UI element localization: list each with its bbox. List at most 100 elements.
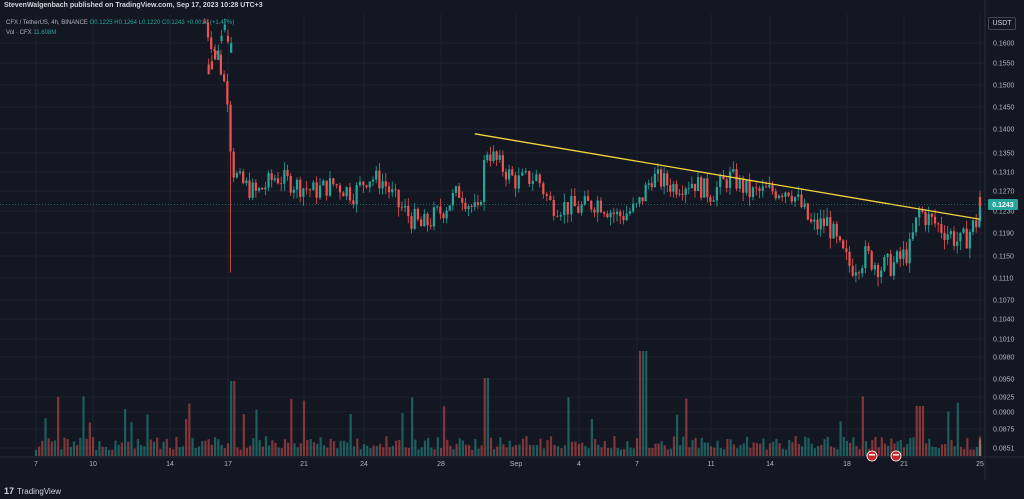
price-axis[interactable]: 0.1600 0.1550 0.1500 0.1450 0.1400 0.1350 0.13… [984, 0, 1015, 480]
volume-bar [937, 448, 940, 456]
currency-button[interactable]: USDT [988, 17, 1016, 30]
volume-bar [694, 437, 697, 456]
candle-body [355, 185, 358, 205]
volume-bar [729, 439, 732, 456]
volume-bar [255, 409, 258, 456]
time-axis[interactable]: 7 10 14 17 21 24 28 Sep 4 7 11 14 18 21 25 [0, 456, 1024, 468]
volume-bar [807, 437, 810, 456]
volume-bar [474, 438, 477, 456]
trendline-group[interactable] [474, 133, 981, 220]
volume-bar [98, 441, 101, 456]
volume-bar [632, 448, 635, 456]
candle-body [220, 35, 223, 42]
candle-body [362, 181, 365, 186]
candle-body [232, 151, 235, 178]
candle-body [226, 35, 230, 42]
candle-body [883, 257, 886, 271]
volume-bar [258, 440, 261, 456]
volume-bar [511, 446, 514, 456]
volume-bar [319, 437, 322, 456]
volume-bar [372, 445, 375, 456]
candle-body [829, 217, 832, 239]
volume-bar [755, 443, 758, 456]
price-candles[interactable] [203, 18, 982, 287]
volume-bar [902, 447, 906, 456]
volume-bar [849, 442, 852, 456]
volume-bar [685, 398, 688, 456]
volume-bar [890, 438, 893, 456]
candle-body [368, 181, 371, 188]
volume-bar [95, 449, 98, 456]
candle-body [703, 178, 706, 198]
volume-bar [120, 442, 123, 456]
volume-bar [268, 445, 271, 456]
candle-body [213, 48, 216, 52]
volume-bar [833, 447, 836, 456]
candle-body [348, 187, 352, 201]
volume-bar [784, 449, 788, 456]
volume-bar [521, 438, 525, 456]
volume-bar [703, 442, 706, 456]
volume-bar [283, 439, 287, 456]
volume-bar [271, 440, 274, 456]
candle-body [635, 203, 638, 205]
volume-bar [928, 438, 931, 456]
volume-bar [651, 447, 654, 456]
volume-bar [745, 436, 749, 456]
candle-body [684, 188, 687, 195]
candle-body [675, 184, 678, 195]
volume-bar [762, 438, 765, 456]
volume-bar [188, 403, 191, 456]
volume-bar [398, 439, 401, 456]
candle-body [264, 187, 267, 190]
volume-bar [382, 447, 385, 456]
volume-bar [861, 396, 864, 456]
volume-bar [207, 439, 210, 456]
candle-body [911, 232, 914, 240]
volume-bar [768, 443, 772, 456]
candle-body [870, 251, 873, 270]
volume-bar [525, 436, 528, 456]
candle-body [599, 200, 603, 213]
us-flag-stripe [869, 454, 875, 456]
candle-body [764, 186, 768, 188]
volume-bar [302, 400, 306, 456]
volume-bar [210, 444, 213, 456]
volume-bar [915, 406, 918, 456]
volume-bar [518, 444, 521, 456]
symbol-legend: CFX / TetherUS, 4h, BINANCE O0.1225 H0.1… [6, 20, 234, 26]
volume-bar [443, 406, 446, 456]
candle-body [210, 37, 213, 49]
candle-body [806, 203, 809, 220]
candle-body [230, 43, 233, 53]
candle-body [325, 180, 328, 196]
candle-body [566, 202, 569, 215]
x-tick-label: 25 [976, 461, 984, 468]
volume-bar [953, 446, 956, 456]
volume-bar [57, 396, 60, 456]
volume-bar [669, 448, 673, 456]
volume-bar [635, 438, 639, 456]
candle-body [338, 185, 342, 193]
tradingview-logo[interactable]: 17 TradingView [4, 486, 61, 496]
candle-body [403, 205, 407, 208]
volume-bar [613, 436, 616, 456]
candle-body [949, 231, 952, 235]
candle-body [742, 178, 745, 193]
candle-body [777, 195, 781, 199]
candle-body [538, 174, 541, 184]
volume-bar [759, 443, 762, 456]
candle-body [498, 155, 501, 160]
candle-body [223, 74, 226, 82]
event-markers[interactable] [866, 450, 902, 462]
volume-bar [858, 449, 861, 456]
candle-body [400, 207, 403, 209]
y-tick-label: 0.0950 [993, 377, 1015, 384]
candle-body [899, 251, 902, 259]
volume-bar [162, 441, 165, 456]
candle-body [784, 192, 787, 197]
candle-body [628, 211, 632, 214]
volume-bar [252, 438, 255, 456]
volume-bar [836, 449, 839, 456]
